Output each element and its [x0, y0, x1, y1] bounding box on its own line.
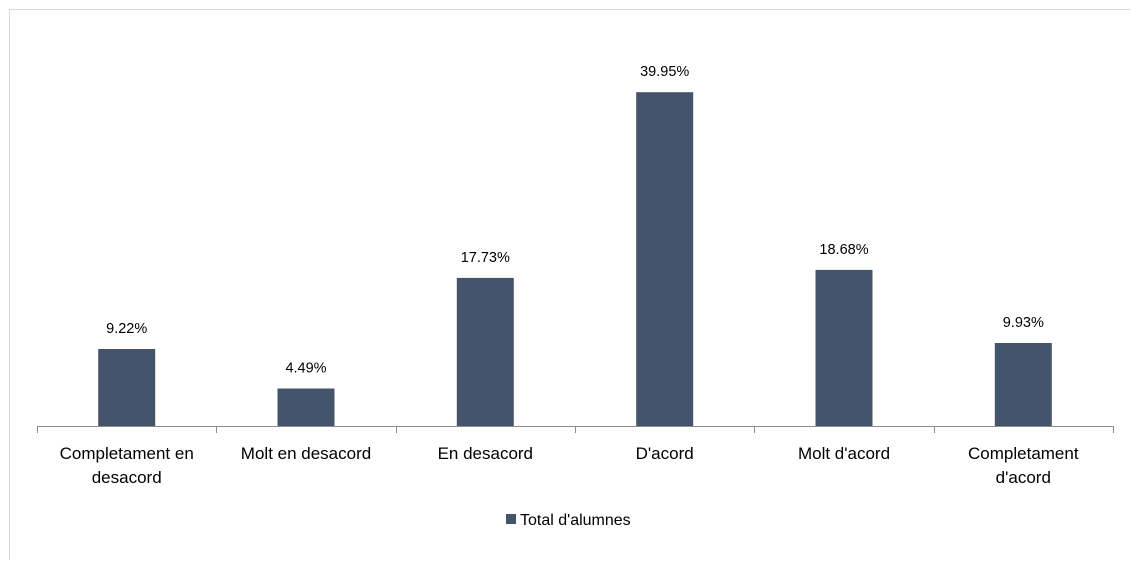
x-axis [37, 426, 1114, 433]
category-label: En desacord [438, 444, 533, 463]
bar [815, 269, 873, 426]
data-label: 18.68% [819, 242, 868, 258]
legend-label: Total d'alumnes [520, 512, 631, 529]
category-label: Completament en [60, 444, 194, 463]
data-label: 39.95% [640, 64, 689, 80]
bar [636, 92, 694, 426]
bar [456, 277, 514, 426]
category-label: Completament [968, 444, 1079, 463]
data-labels-layer: 9.22% 4.49% 17.73% 39.95% 18.68% 9.93% [106, 64, 1044, 376]
data-label: 9.93% [1003, 315, 1044, 331]
category-label: Molt en desacord [241, 444, 371, 463]
category-label: D'acord [636, 444, 694, 463]
category-label: Molt d'acord [798, 444, 890, 463]
category-labels: Completament en desacord Molt en desacord E… [60, 444, 1079, 487]
bar [98, 349, 156, 426]
category-label: d'acord [996, 468, 1051, 487]
bar [277, 388, 335, 426]
bar [994, 343, 1052, 426]
legend: Total d'alumnes [506, 512, 631, 529]
data-label: 4.49% [285, 361, 326, 377]
data-label: 17.73% [461, 250, 510, 266]
bars-layer [98, 92, 1052, 426]
chart-frame [9, 9, 1130, 560]
category-label: desacord [92, 468, 162, 487]
data-label: 9.22% [106, 321, 147, 337]
legend-swatch [506, 514, 516, 524]
